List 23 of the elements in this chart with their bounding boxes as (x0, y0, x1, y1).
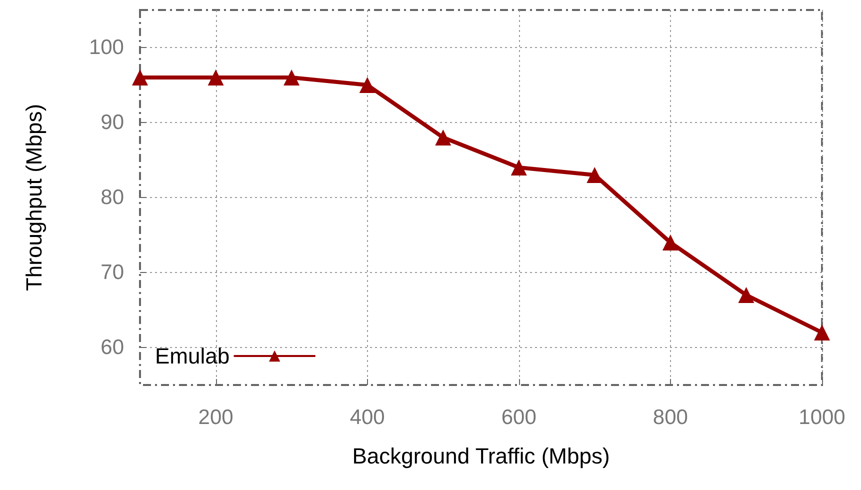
legend-label: Emulab (155, 344, 230, 368)
point (814, 324, 830, 340)
point (284, 70, 300, 86)
y-tick-label: 70 (100, 261, 124, 284)
y-tick-label: 90 (100, 111, 124, 134)
point (132, 70, 148, 86)
x-tick-label: 200 (198, 406, 234, 429)
x-tick-label: 600 (501, 406, 536, 429)
point (510, 160, 527, 176)
y-tick-label: 100 (88, 36, 124, 59)
point (359, 77, 376, 93)
point (586, 167, 603, 183)
y-tick-label: 60 (100, 336, 124, 359)
point (662, 234, 678, 250)
y-axis-title: Throughput (Mbps) (22, 104, 46, 292)
point (738, 287, 754, 303)
x-tick-label: 1000 (798, 406, 846, 429)
y-tick-label: 80 (100, 186, 124, 209)
point (208, 70, 224, 86)
x-tick-label: 800 (652, 406, 688, 429)
x-tick-label: 400 (350, 406, 385, 429)
x-axis-title: Background Traffic (Mbps) (352, 444, 610, 468)
point (435, 130, 452, 146)
